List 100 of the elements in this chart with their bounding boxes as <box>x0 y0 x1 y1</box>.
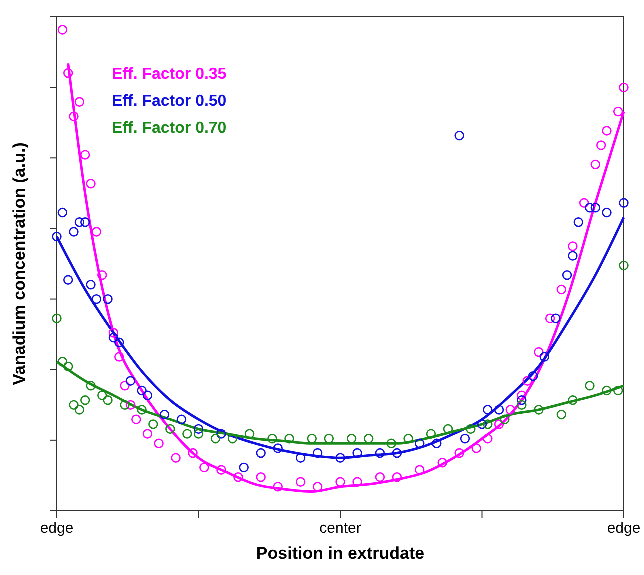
point <box>426 429 436 439</box>
point <box>506 405 516 415</box>
point <box>210 434 221 444</box>
point <box>568 396 578 406</box>
point <box>602 126 612 136</box>
point <box>590 160 600 170</box>
point <box>137 405 147 415</box>
point <box>216 465 226 475</box>
text: Eff. Factor 0.70 <box>112 120 227 137</box>
point <box>142 390 153 400</box>
point <box>126 376 136 386</box>
point <box>454 448 464 458</box>
x-tick-label: edge <box>607 520 641 537</box>
point <box>556 284 566 295</box>
point <box>80 218 90 228</box>
point <box>534 405 544 415</box>
point <box>494 420 504 430</box>
point <box>80 150 90 160</box>
point <box>602 208 612 218</box>
point <box>517 390 527 400</box>
point <box>273 482 283 492</box>
point <box>63 362 74 372</box>
point <box>137 386 147 396</box>
point <box>52 314 62 324</box>
point <box>352 477 362 487</box>
point <box>346 434 357 444</box>
point <box>392 448 402 458</box>
point <box>188 448 198 458</box>
point <box>273 444 283 454</box>
point <box>619 82 629 93</box>
point <box>296 453 306 463</box>
point <box>392 472 402 482</box>
point <box>166 424 176 434</box>
point <box>63 68 74 78</box>
point <box>460 434 470 444</box>
point <box>438 458 448 468</box>
point <box>534 347 544 358</box>
point <box>415 465 425 475</box>
point <box>386 438 396 449</box>
point <box>69 227 79 237</box>
point <box>216 429 226 439</box>
point <box>517 396 527 406</box>
point <box>200 462 210 473</box>
point <box>176 414 187 424</box>
point <box>336 453 346 463</box>
point <box>483 434 493 444</box>
point <box>120 400 130 410</box>
point <box>58 25 68 35</box>
point <box>80 396 90 406</box>
point <box>154 438 164 449</box>
point <box>568 242 578 252</box>
point <box>256 448 266 458</box>
point <box>234 472 244 482</box>
point <box>517 400 527 410</box>
text: Eff. Factor 0.50 <box>112 93 227 110</box>
point <box>483 405 493 415</box>
point <box>477 420 488 430</box>
point <box>494 405 504 415</box>
point <box>148 420 158 430</box>
point <box>268 434 278 444</box>
point <box>86 381 96 391</box>
point <box>613 386 624 396</box>
point <box>619 198 629 208</box>
point <box>228 434 238 444</box>
point <box>256 472 266 482</box>
point <box>596 140 606 150</box>
point <box>171 453 181 463</box>
point <box>58 208 68 218</box>
point <box>160 410 170 420</box>
y-axis-title: Vanadium concentration (a.u.) <box>10 142 29 386</box>
point <box>432 438 442 449</box>
point <box>74 97 85 107</box>
point <box>92 294 102 304</box>
point <box>500 414 510 424</box>
point <box>556 410 566 420</box>
point <box>522 376 532 386</box>
point <box>114 352 124 362</box>
point <box>579 198 590 208</box>
point <box>562 270 572 280</box>
point <box>182 429 192 439</box>
point <box>108 328 119 338</box>
point <box>86 179 96 189</box>
point <box>194 429 204 439</box>
text: Eff. Factor 0.35 <box>112 66 227 83</box>
point <box>69 112 79 122</box>
point <box>63 275 74 285</box>
point <box>336 477 346 487</box>
point <box>98 270 108 280</box>
point <box>98 390 108 400</box>
point <box>551 314 561 324</box>
point <box>284 434 294 444</box>
x-tick-label: center <box>320 520 362 537</box>
point <box>443 424 454 434</box>
point <box>540 352 550 362</box>
point <box>244 429 255 439</box>
point <box>126 400 136 410</box>
point <box>58 357 68 367</box>
point <box>545 314 556 324</box>
point <box>404 434 414 444</box>
point <box>142 429 153 439</box>
